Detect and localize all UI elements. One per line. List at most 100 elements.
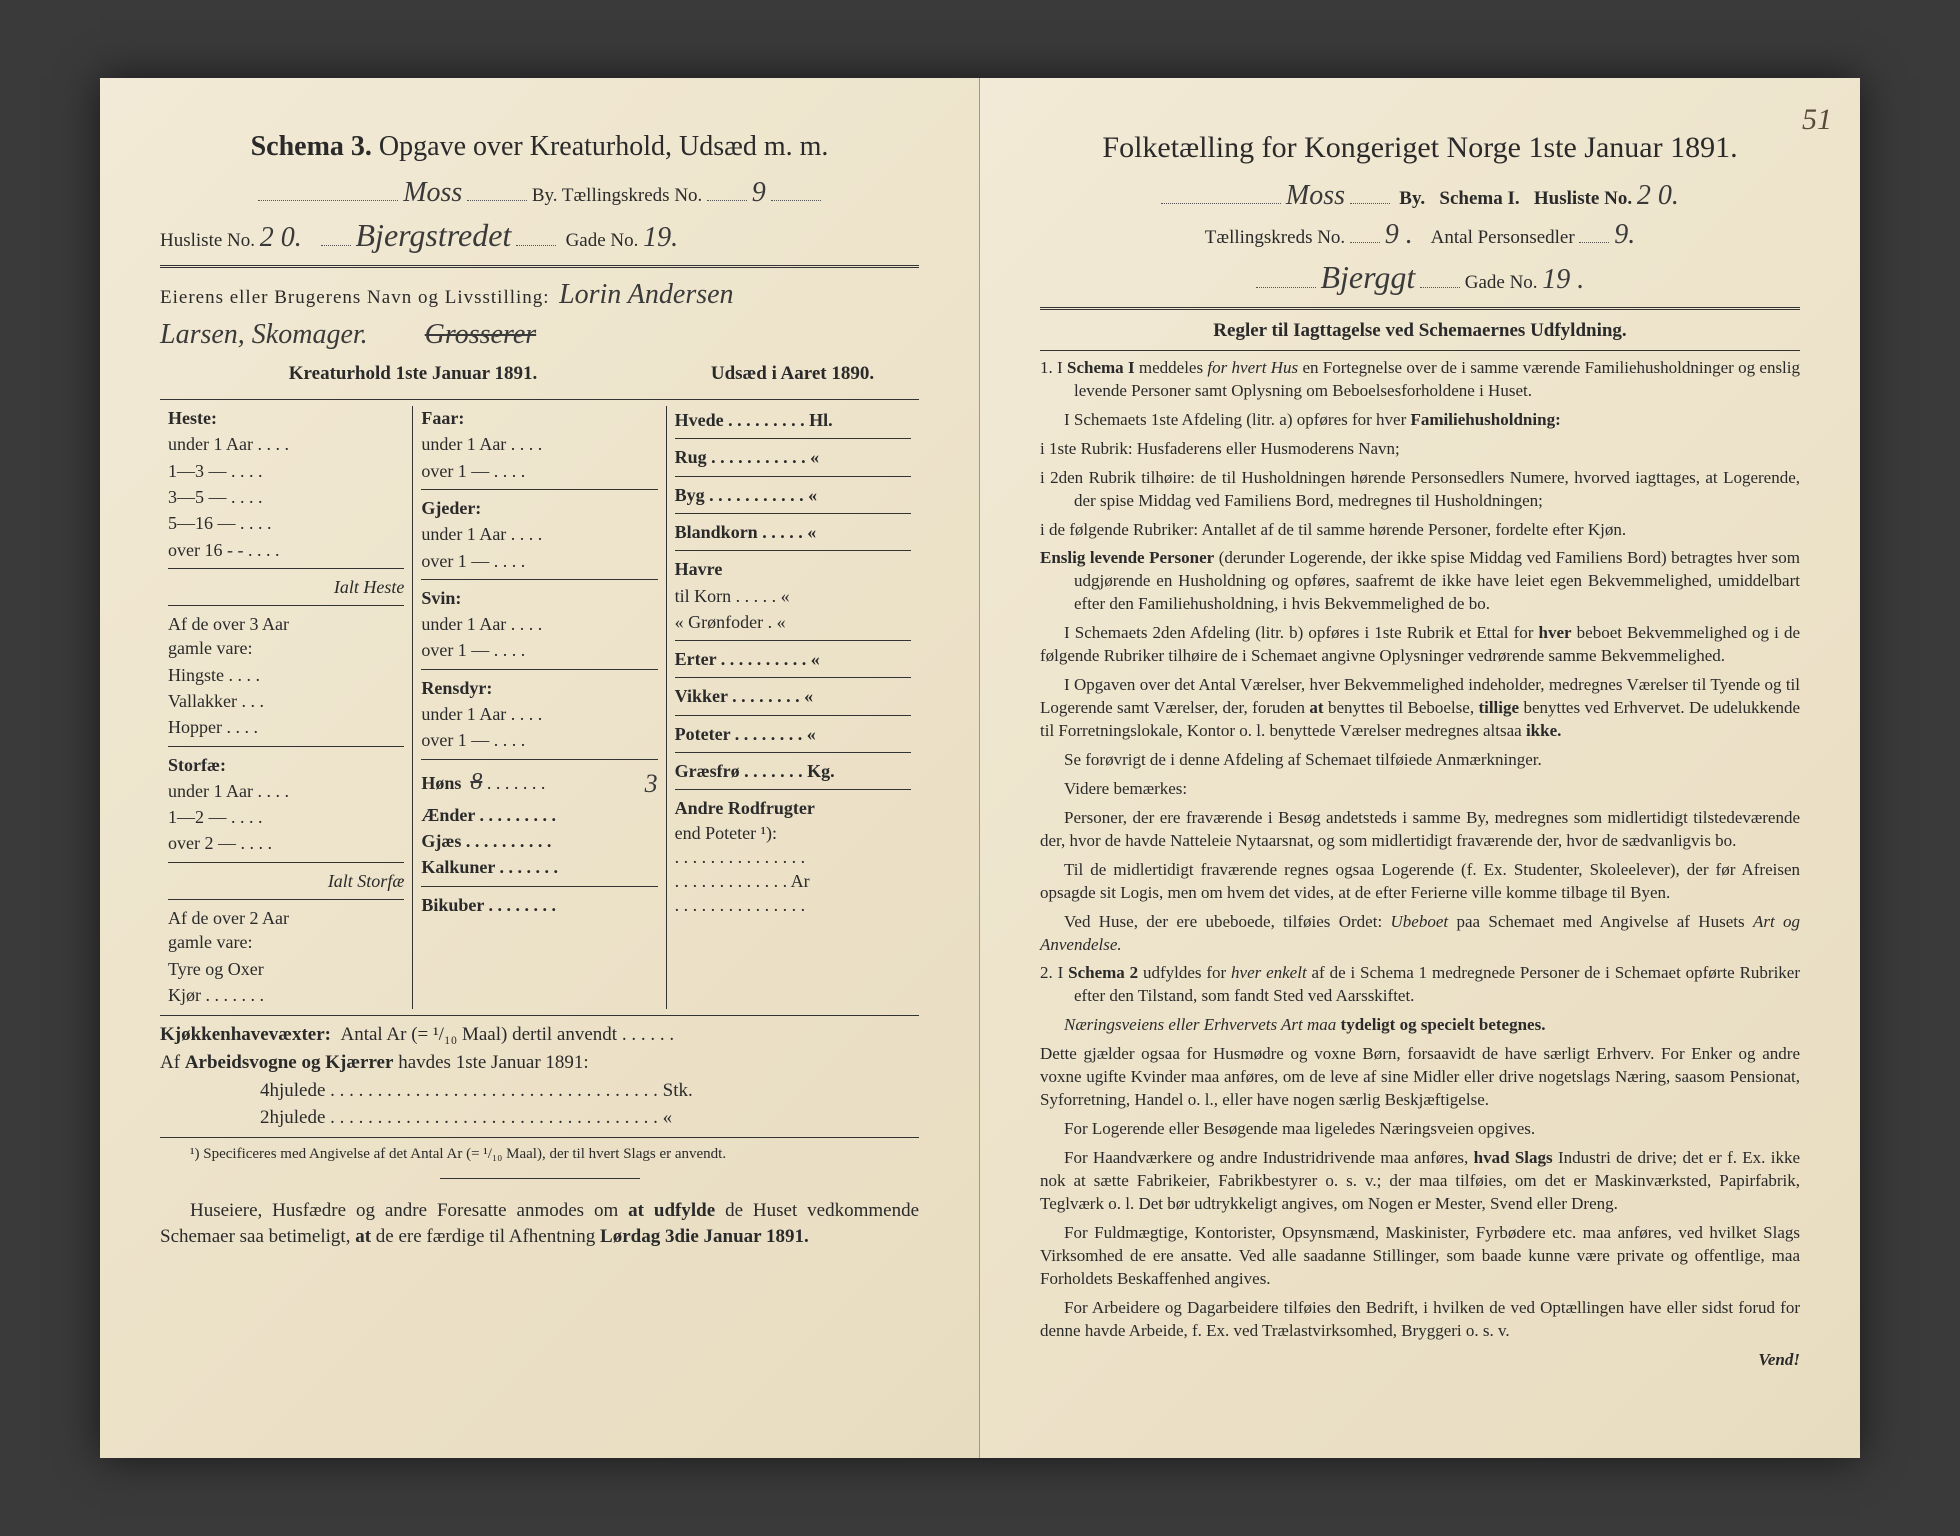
svin-head: Svin: <box>421 586 657 610</box>
r2b: Familiehusholdning: <box>1411 410 1561 429</box>
kalkuner: Kalkuner . . . . . . . <box>421 855 558 879</box>
rule-12: Til de midlertidigt fraværende regnes og… <box>1040 859 1800 905</box>
b1b: at udfylde <box>628 1200 715 1221</box>
r15b: tydeligt og specielt betegnes. <box>1341 1015 1546 1034</box>
street-hand: Bjergstredet <box>356 217 512 253</box>
rule-8: I Opgaven over det Antal Værelser, hver … <box>1040 674 1800 743</box>
hons-row: Høns 8 . . . . . . . 3 <box>421 766 657 801</box>
r8c: benyttes til Beboelse, <box>1328 698 1474 717</box>
rule-6: Enslig levende Personer (derunder Logere… <box>1040 547 1800 616</box>
r-street-hand: Bjerggt <box>1320 259 1415 295</box>
s-12: 1—2 — . . . . <box>168 805 263 829</box>
gade-hand: 19. <box>643 222 678 253</box>
rule-13: Ved Huse, der ere ubeboede, tilføies Ord… <box>1040 911 1800 957</box>
storfae-head: Storfæ: <box>168 753 404 777</box>
heste-head: Heste: <box>168 406 404 430</box>
r-gade-hand: 19 . <box>1542 264 1584 295</box>
erter: Erter . . . . . . . . . . « <box>675 647 820 671</box>
af2: Af de over 2 Aar <box>168 906 404 930</box>
h-35: 3—5 — . . . . <box>168 485 263 509</box>
s-u1: under 1 Aar . . . . <box>168 779 289 803</box>
h-u1: under 1 Aar . . . . <box>168 432 289 456</box>
twowheel: 2hjulede . . . . . . . . . . . . . . . .… <box>160 1105 919 1131</box>
ar: . . . . . . . . . . . . . Ar <box>675 869 911 893</box>
bottom-para: Huseiere, Husfædre og andre Foresatte an… <box>160 1198 919 1249</box>
r14d: hver enkelt <box>1231 963 1307 982</box>
hons-val: 3 <box>645 766 658 801</box>
r18b: hvad Slags <box>1474 1148 1553 1167</box>
r-kreds-label: Tællingskreds No. <box>1205 227 1345 248</box>
bikuber: Bikuber . . . . . . . . <box>421 893 556 917</box>
sv-o1: over 1 — . . . . <box>421 638 525 662</box>
gronfoder: « Grønfoder . « <box>675 610 786 634</box>
f-u1: under 1 Aar . . . . <box>421 432 542 456</box>
owner-row2: Larsen, Skomager. Grosserer <box>160 316 919 354</box>
r-gade-label: Gade No. <box>1465 272 1538 293</box>
aender: Ænder . . . . . . . . . <box>421 803 556 827</box>
footnote: ¹) Specificeres med Angivelse af det Ant… <box>160 1144 919 1164</box>
rule-9: Se forøvrigt de i denne Afdeling af Sche… <box>1040 749 1800 772</box>
r-gade-row: Bjerggt Gade No. 19 . <box>1040 256 1800 299</box>
rule-10: Videre bemærkes: <box>1040 778 1800 801</box>
gamle2: gamle vare: <box>168 930 404 954</box>
vallakker: Vallakker . . . <box>168 689 264 713</box>
rule-1: 1. I Schema I meddeles for hvert Hus en … <box>1040 357 1800 403</box>
r13b: Ubeboet <box>1391 912 1449 931</box>
h-o16: over 16 - - . . . . <box>168 538 279 562</box>
page-number: 51 <box>1802 100 1832 141</box>
gamle: gamle vare: <box>168 636 404 660</box>
kjor: Kjør . . . . . . . <box>168 983 264 1007</box>
rule-5: i de følgende Rubriker: Antallet af de t… <box>1040 519 1800 542</box>
col1-head: Kreaturhold 1ste Januar 1891. <box>160 361 666 387</box>
owner-hand3: Grosserer <box>425 319 536 350</box>
r1b: Schema I <box>1067 358 1135 377</box>
r8d: tillige <box>1478 698 1519 717</box>
kjokken-rest: Antal Ar (= ¹/₁₀ Maal) dertil anvendt . … <box>340 1024 674 1045</box>
arbeid-row: Af Arbeidsvogne og Kjærrer havdes 1ste J… <box>160 1050 919 1076</box>
right-title: Folketælling for Kongeriget Norge 1ste J… <box>1040 128 1800 169</box>
s-o2: over 2 — . . . . <box>168 831 272 855</box>
r2a: I Schemaets 1ste Afdeling (litr. a) opfø… <box>1064 410 1406 429</box>
poteter: Poteter . . . . . . . . « <box>675 722 816 746</box>
dots2: . . . . . . . . . . . . . . . <box>675 893 911 917</box>
r-antal-hand: 9. <box>1614 219 1635 250</box>
r13a: Ved Huse, der ere ubeboede, tilføies Ord… <box>1064 912 1382 931</box>
kjokken: Kjøkkenhavevæxter: <box>160 1024 331 1045</box>
b3: de ere færdige til Afhentning <box>376 1226 596 1247</box>
arbeid-bold: Arbeidsvogne og Kjærrer <box>185 1052 394 1073</box>
left-page: Schema 3. Opgave over Kreaturhold, Udsæd… <box>100 78 980 1458</box>
b2b: at <box>355 1226 371 1247</box>
col3: Hvede . . . . . . . . . Hl. Rug . . . . … <box>667 406 919 1009</box>
r-antal-label: Antal Personsedler <box>1431 227 1575 248</box>
r8b: at <box>1309 698 1323 717</box>
col1: Heste: under 1 Aar . . . . 1—3 — . . . .… <box>160 406 413 1009</box>
rule-16: Dette gjælder ogsaa for Husmødre og voxn… <box>1040 1043 1800 1112</box>
rule-7: I Schemaets 2den Afdeling (litr. b) opfø… <box>1040 622 1800 668</box>
h-13: 1—3 — . . . . <box>168 459 263 483</box>
husliste-label: Husliste No. <box>160 230 255 251</box>
gjaes: Gjæs . . . . . . . . . . <box>421 829 551 853</box>
rule-19: For Fuldmægtige, Kontorister, Opsynsmænd… <box>1040 1222 1800 1291</box>
r18a: For Haandværkere og andre Industridriven… <box>1064 1148 1468 1167</box>
three-columns: Heste: under 1 Aar . . . . 1—3 — . . . .… <box>160 406 919 1009</box>
af-label: Af <box>160 1052 180 1073</box>
fourwheel: 4hjulede . . . . . . . . . . . . . . . .… <box>160 1078 919 1104</box>
r1a: 1. I <box>1040 358 1063 377</box>
husliste-hand: 2 0. <box>260 222 302 253</box>
r-schema: Schema I. <box>1439 188 1519 209</box>
r-husliste-hand: 2 0. <box>1637 180 1679 211</box>
r-city-hand: Moss <box>1286 180 1345 211</box>
rule-15: Næringsveiens eller Erhvervets Art maa t… <box>1040 1014 1800 1037</box>
g-o1: over 1 — . . . . <box>421 549 525 573</box>
r14b: Schema 2 <box>1068 963 1138 982</box>
byg: Byg . . . . . . . . . . . « <box>675 483 818 507</box>
b1: Huseiere, Husfædre og andre Foresatte an… <box>190 1200 618 1221</box>
af3: Af de over 3 Aar <box>168 612 404 636</box>
kreds-hand: 9 <box>752 177 766 208</box>
owner-label: Eierens eller Brugerens Navn og Livsstil… <box>160 287 550 308</box>
andre: Andre Rodfrugter <box>675 796 911 820</box>
h-516: 5—16 — . . . . <box>168 511 272 535</box>
vend: Vend! <box>1758 1350 1800 1369</box>
r-husliste: Husliste No. <box>1534 188 1632 209</box>
tilkorn: til Korn . . . . . « <box>675 584 790 608</box>
